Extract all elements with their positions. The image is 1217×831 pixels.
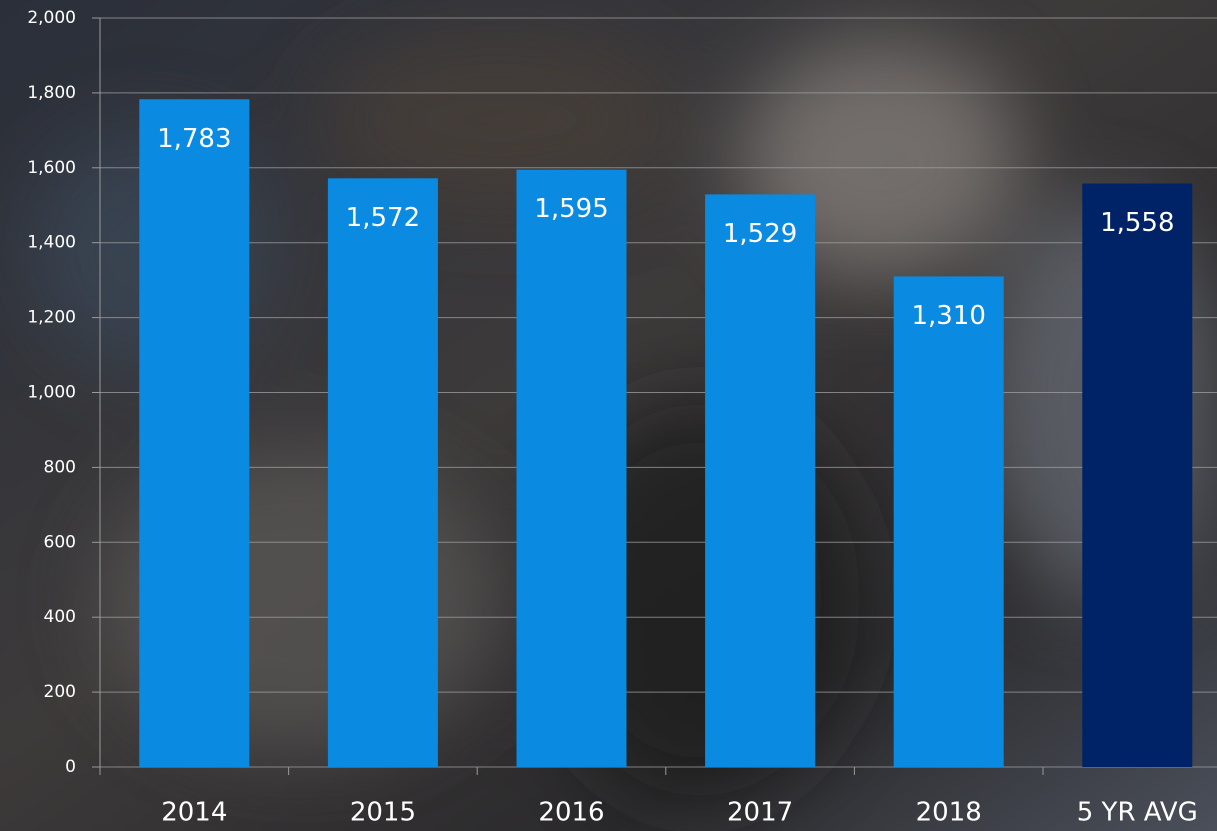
y-tick-label: 600 — [44, 532, 76, 552]
x-tick-label: 2017 — [727, 798, 793, 828]
y-tick-label: 1,200 — [27, 308, 76, 328]
y-tick-label: 200 — [44, 682, 76, 702]
value-label: 1,595 — [534, 194, 608, 224]
bar — [893, 276, 1004, 767]
bar — [327, 178, 438, 767]
y-tick-label: 1,000 — [27, 383, 76, 403]
y-tick-label: 2,000 — [27, 8, 76, 28]
y-tick-label: 0 — [65, 757, 76, 777]
bar — [139, 99, 250, 768]
x-tick-label: 2016 — [538, 798, 604, 828]
bar — [1082, 183, 1193, 768]
y-tick-label: 1,600 — [27, 158, 76, 178]
y-tick-label: 400 — [44, 607, 76, 627]
value-label: 1,558 — [1100, 208, 1174, 238]
x-tick-label: 5 YR AVG — [1077, 798, 1198, 828]
bar — [516, 169, 627, 768]
x-tick-label: 2014 — [161, 798, 227, 828]
value-label: 1,310 — [911, 301, 985, 331]
x-tick-label: 2018 — [916, 798, 982, 828]
y-tick-label: 800 — [44, 457, 76, 477]
value-label: 1,783 — [157, 124, 231, 154]
bar — [705, 194, 816, 767]
value-label: 1,572 — [346, 203, 420, 233]
y-tick-label: 1,400 — [27, 233, 76, 253]
value-label: 1,529 — [723, 219, 797, 249]
y-tick-label: 1,800 — [27, 83, 76, 103]
x-tick-label: 2015 — [350, 798, 416, 828]
